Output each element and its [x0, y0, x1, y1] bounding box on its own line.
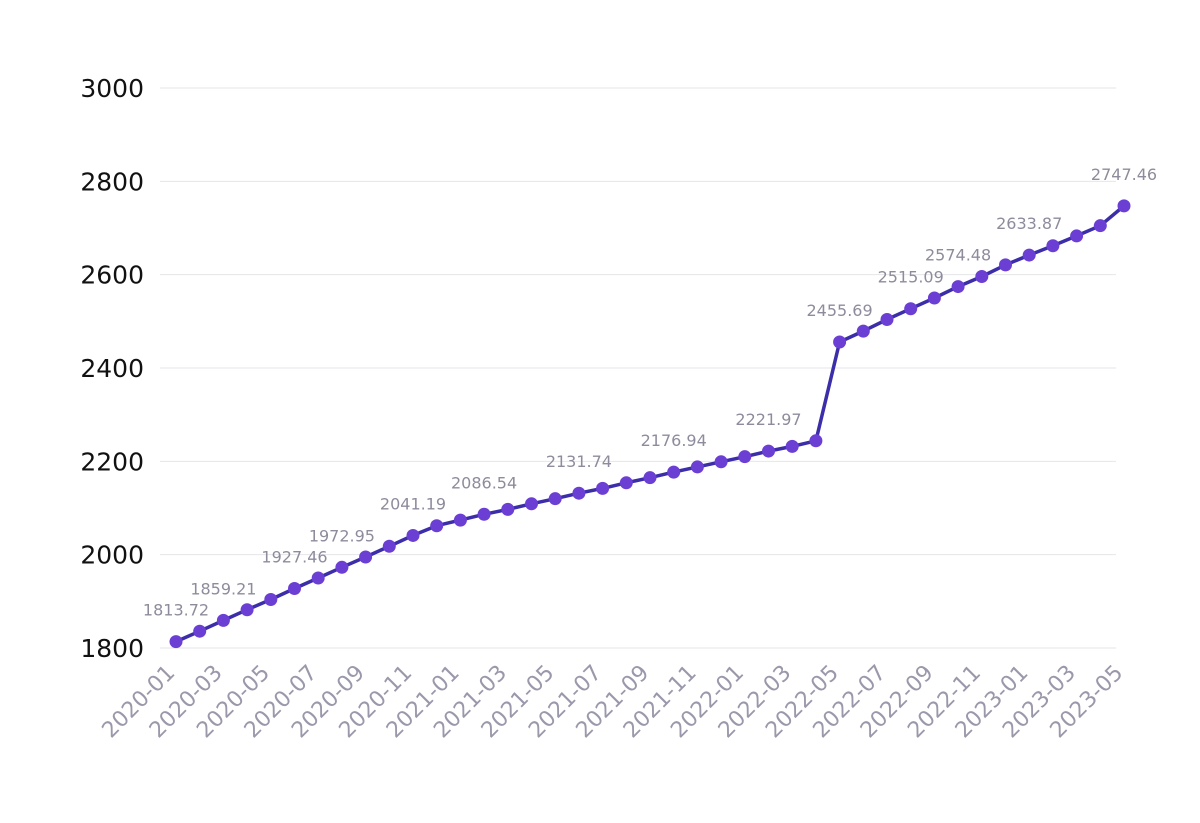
data-point: [501, 502, 515, 516]
data-label: 2221.97: [735, 410, 801, 429]
data-point: [880, 312, 894, 326]
data-point: [335, 560, 349, 574]
data-labels: 1813.72 1859.21 1927.46 1972.95 2041.19 2086.…: [143, 165, 1157, 620]
data-point: [477, 507, 491, 521]
data-point: [904, 302, 918, 316]
data-point: [785, 439, 799, 453]
data-point: [572, 486, 586, 500]
x-axis-ticks: 2020-012020-032020-052020-072020-092020-…: [98, 661, 1129, 744]
y-tick-label: 3000: [80, 74, 144, 103]
data-point: [382, 539, 396, 553]
data-point: [288, 582, 301, 596]
data-point: [525, 497, 538, 511]
data-points: [169, 199, 1131, 649]
data-label: 1972.95: [309, 526, 375, 545]
data-label: 2131.74: [546, 452, 612, 471]
data-point: [406, 528, 420, 542]
data-point: [999, 258, 1012, 272]
data-point: [548, 492, 562, 506]
y-tick-label: 2600: [80, 261, 144, 290]
data-point: [359, 550, 373, 564]
data-label: 1813.72: [143, 601, 209, 620]
data-point: [951, 280, 965, 294]
data-point: [619, 476, 633, 490]
data-point: [1093, 219, 1107, 233]
data-point: [596, 481, 610, 495]
data-label: 2086.54: [451, 473, 517, 492]
data-point: [714, 455, 728, 469]
data-point: [738, 450, 752, 464]
data-point: [264, 592, 278, 606]
y-tick-label: 1800: [80, 634, 144, 663]
data-point: [809, 434, 823, 448]
data-point: [1070, 229, 1084, 243]
data-label: 1927.46: [261, 548, 327, 567]
data-point: [833, 335, 847, 349]
data-point: [216, 613, 230, 627]
data-point: [453, 513, 467, 527]
y-tick-label: 2000: [80, 541, 144, 570]
y-tick-label: 2200: [80, 447, 144, 476]
grid-lines: [160, 87, 1116, 649]
data-point: [193, 624, 207, 638]
data-point: [690, 460, 704, 474]
data-point: [667, 465, 681, 479]
data-point: [975, 270, 989, 284]
data-label: 2515.09: [878, 268, 944, 287]
data-point: [927, 291, 941, 305]
data-point: [169, 635, 183, 649]
y-axis-ticks: 1800 2000 2200 2400 2600 2800 3000: [80, 74, 144, 663]
data-label: 2747.46: [1091, 165, 1157, 184]
data-label: 2176.94: [641, 431, 707, 450]
data-point: [430, 519, 444, 533]
data-point: [311, 571, 325, 585]
data-point: [643, 471, 657, 485]
y-tick-label: 2800: [80, 167, 144, 196]
data-label: 2633.87: [996, 214, 1062, 233]
data-point: [1046, 239, 1060, 253]
data-label: 2041.19: [380, 494, 446, 513]
data-point: [1022, 248, 1036, 262]
data-label: 2455.69: [807, 301, 873, 320]
data-label: 1859.21: [190, 579, 256, 598]
y-tick-label: 2400: [80, 354, 144, 383]
data-label: 2574.48: [925, 246, 991, 265]
data-point: [240, 603, 254, 617]
data-point: [1117, 199, 1131, 213]
data-point: [762, 444, 775, 458]
data-point: [856, 324, 870, 338]
